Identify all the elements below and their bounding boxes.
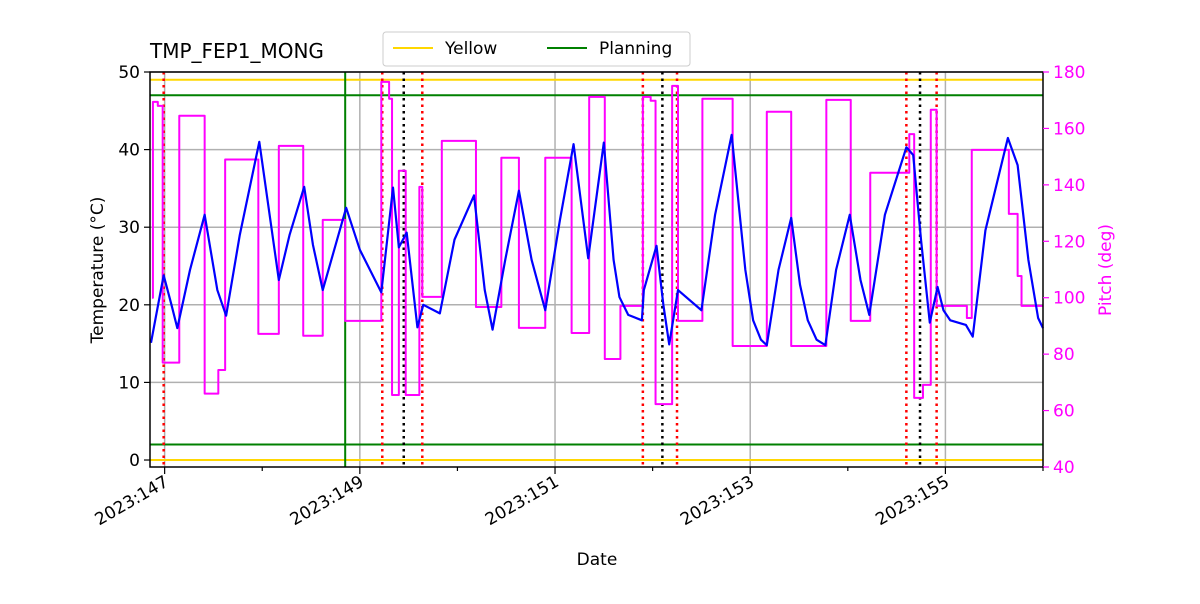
legend-label-planning: Planning: [599, 39, 672, 59]
legend-frame: [382, 31, 691, 67]
y-right-tick-label: 60: [1053, 402, 1075, 422]
y-right-tick-label: 180: [1053, 63, 1085, 83]
plot-frame: [149, 71, 1044, 468]
y-tick-label: 50: [118, 63, 140, 83]
x-tick-label: 2023:155: [872, 472, 953, 530]
x-axis-label: Date: [577, 550, 618, 570]
y-tick-label: 30: [118, 218, 140, 238]
x-tick-label: 2023:153: [677, 472, 758, 530]
y-right-tick-label: 100: [1053, 289, 1085, 309]
y-right-tick-label: 140: [1053, 176, 1085, 196]
chart-title: TMP_FEP1_MONG: [149, 39, 324, 63]
y-tick-label: 0: [129, 451, 140, 471]
y-axis-right-label: Pitch (deg): [1096, 224, 1116, 316]
y-right-tick-label: 120: [1053, 232, 1085, 252]
y-right-tick-label: 160: [1053, 119, 1085, 139]
pitch-series-line: [151, 80, 1043, 406]
y-right-tick-label: 80: [1053, 345, 1075, 365]
y-right-tick-label: 40: [1053, 458, 1075, 478]
legend: Yellow Planning: [382, 31, 691, 67]
y-tick-label: 20: [118, 296, 140, 316]
temperature-series-line: [149, 133, 1044, 347]
x-tick-label: 2023:149: [287, 472, 368, 530]
x-tick-label: 2023:151: [482, 472, 563, 530]
x-tick-label: 2023:147: [92, 472, 173, 530]
legend-label-yellow: Yellow: [444, 39, 497, 59]
y-axis-label: Temperature (°C): [88, 197, 108, 345]
y-tick-label: 10: [118, 373, 140, 393]
y-tick-label: 40: [118, 141, 140, 161]
